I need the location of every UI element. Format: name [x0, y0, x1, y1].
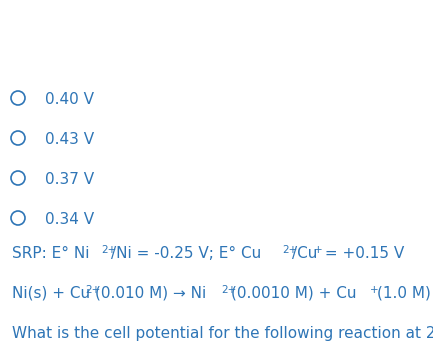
Text: /Cu: /Cu: [292, 246, 317, 261]
Text: (0.0010 M) + Cu: (0.0010 M) + Cu: [231, 286, 356, 301]
Text: Ni(s) + Cu: Ni(s) + Cu: [12, 286, 90, 301]
Text: 2+: 2+: [221, 285, 236, 295]
Text: 0.40 V: 0.40 V: [45, 92, 94, 107]
Text: 2+: 2+: [85, 285, 100, 295]
Text: +: +: [314, 245, 323, 255]
Text: 2+: 2+: [101, 245, 116, 255]
Text: What is the cell potential for the following reaction at 25 °C?: What is the cell potential for the follo…: [12, 326, 433, 341]
Text: SRP: E° Ni: SRP: E° Ni: [12, 246, 90, 261]
Text: (0.010 M) → Ni: (0.010 M) → Ni: [95, 286, 206, 301]
Text: 0.43 V: 0.43 V: [45, 132, 94, 147]
Text: 2+: 2+: [282, 245, 297, 255]
Text: 0.34 V: 0.34 V: [45, 212, 94, 227]
Text: 0.37 V: 0.37 V: [45, 172, 94, 187]
Text: = +0.15 V: = +0.15 V: [320, 246, 404, 261]
Text: /Ni = -0.25 V; E° Cu: /Ni = -0.25 V; E° Cu: [111, 246, 261, 261]
Text: +: +: [370, 285, 378, 295]
Text: (1.0 M): (1.0 M): [377, 286, 431, 301]
